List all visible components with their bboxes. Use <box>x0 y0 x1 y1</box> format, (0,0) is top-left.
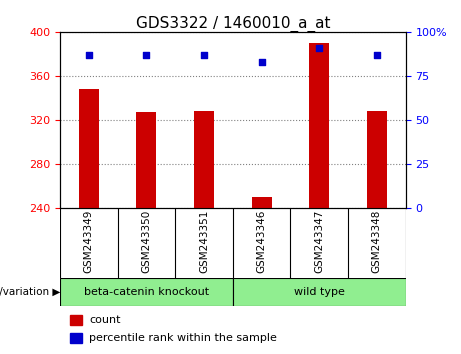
Text: GSM243346: GSM243346 <box>257 210 266 273</box>
Text: wild type: wild type <box>294 287 345 297</box>
Bar <box>136 112 156 208</box>
Point <box>373 52 381 58</box>
Bar <box>60 278 233 306</box>
Text: genotype/variation ▶: genotype/variation ▶ <box>0 287 60 297</box>
Text: percentile rank within the sample: percentile rank within the sample <box>89 333 277 343</box>
Point <box>258 59 266 65</box>
Bar <box>70 332 83 343</box>
Point <box>142 52 150 58</box>
Point <box>315 45 323 51</box>
Point <box>200 52 207 58</box>
Point <box>85 52 92 58</box>
Bar <box>233 278 406 306</box>
Bar <box>367 111 387 208</box>
Text: GSM243350: GSM243350 <box>142 210 151 273</box>
Bar <box>79 89 99 208</box>
Text: GSM243348: GSM243348 <box>372 210 382 273</box>
Title: GDS3322 / 1460010_a_at: GDS3322 / 1460010_a_at <box>136 16 330 32</box>
Text: GSM243349: GSM243349 <box>84 210 94 273</box>
Bar <box>309 43 329 208</box>
Text: beta-catenin knockout: beta-catenin knockout <box>84 287 209 297</box>
Bar <box>252 197 272 208</box>
Text: count: count <box>89 315 121 325</box>
Bar <box>70 315 83 325</box>
Text: GSM243351: GSM243351 <box>199 210 209 273</box>
Bar <box>194 111 214 208</box>
Text: GSM243347: GSM243347 <box>314 210 324 273</box>
